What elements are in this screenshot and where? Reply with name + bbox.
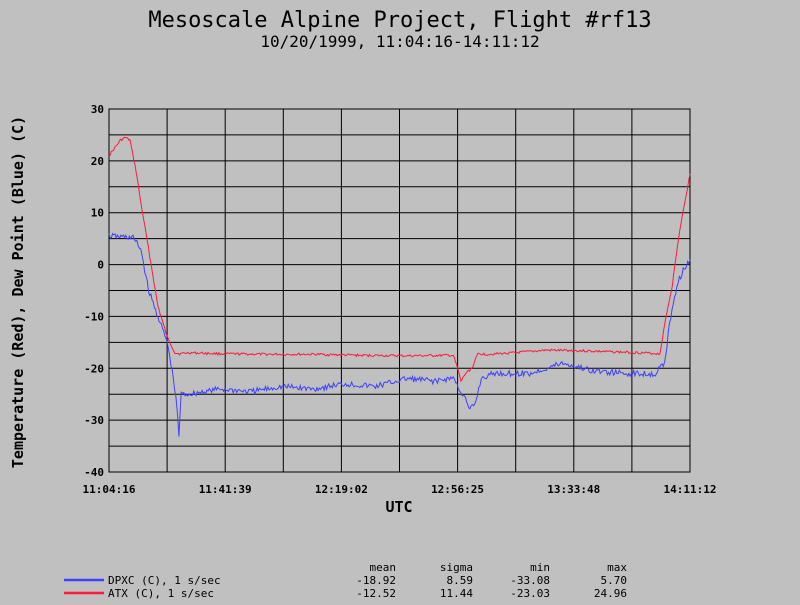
chart-subtitle: 10/20/1999, 11:04:16-14:11:12 [260, 32, 539, 51]
series-line-atx [108, 136, 691, 383]
grid [109, 109, 690, 472]
y-tick-label: -20 [84, 362, 104, 375]
series-lines [108, 136, 691, 437]
stats-value: 5.70 [601, 574, 628, 587]
y-tick-label: 30 [91, 103, 104, 116]
y-tick-labels: 30 20 10 0 -10 -20 -30 -40 [84, 103, 104, 479]
stats-value: 8.59 [447, 574, 474, 587]
x-tick-label: 13:33:48 [547, 483, 600, 496]
y-tick-label: -30 [84, 414, 104, 427]
stats-value: -33.08 [510, 574, 550, 587]
y-tick-label: -40 [84, 466, 104, 479]
x-tick-label: 12:19:02 [315, 483, 368, 496]
chart-title: Mesoscale Alpine Project, Flight #rf13 [148, 8, 651, 33]
x-tick-labels: 11:04:16 11:41:39 12:19:02 12:56:25 13:33:48… [83, 483, 717, 496]
x-tick-label: 14:11:12 [664, 483, 717, 496]
stats-table: mean sigma min max DPXC (C), 1 s/sec -18.92 8.… [64, 561, 627, 600]
x-tick-label: 11:41:39 [199, 483, 252, 496]
stats-value: 24.96 [594, 587, 627, 600]
y-tick-label: 0 [97, 259, 104, 272]
stats-value: 11.44 [440, 587, 473, 600]
legend-label: DPXC (C), 1 s/sec [108, 574, 221, 587]
stats-header: min [530, 561, 550, 574]
legend-label: ATX (C), 1 s/sec [108, 587, 214, 600]
stats-value: -18.92 [356, 574, 396, 587]
stats-value: -12.52 [356, 587, 396, 600]
y-tick-label: 20 [91, 155, 104, 168]
x-axis-label: UTC [385, 498, 412, 516]
x-tick-label: 11:04:16 [83, 483, 136, 496]
stats-value: -23.03 [510, 587, 550, 600]
y-tick-label: -10 [84, 310, 104, 323]
stats-header: max [607, 561, 627, 574]
y-tick-label: 10 [91, 207, 104, 220]
x-tick-label: 12:56:25 [431, 483, 484, 496]
y-axis-label: Temperature (Red), Dew Point (Blue) (C) [9, 116, 27, 468]
series-line-dpxc [108, 232, 691, 437]
stats-header: sigma [440, 561, 473, 574]
stats-header: mean [370, 561, 397, 574]
